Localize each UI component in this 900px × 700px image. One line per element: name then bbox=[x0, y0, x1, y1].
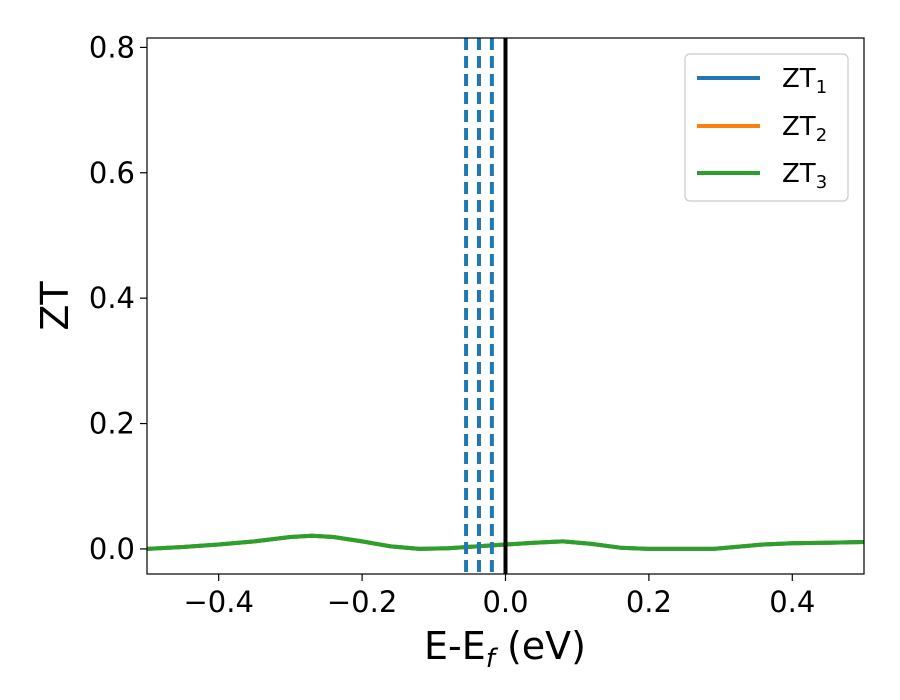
y-axis-ticks: 0.0 0.2 0.4 0.6 0.8 bbox=[89, 30, 147, 566]
x-axis-label: E-Ef (eV) bbox=[424, 624, 586, 674]
legend: ZT1 ZT2 ZT3 bbox=[684, 53, 849, 202]
x-tick-label: 0.2 bbox=[626, 585, 672, 619]
vertical-lines-layer bbox=[464, 38, 508, 574]
y-tick-label: 0.0 bbox=[89, 532, 135, 566]
x-tick-label: 0.4 bbox=[769, 585, 815, 619]
y-tick-label: 0.8 bbox=[89, 30, 135, 64]
x-tick-label: 0.0 bbox=[482, 585, 528, 619]
x-tick-label: −0.2 bbox=[327, 585, 397, 619]
x-axis-ticks: −0.4 −0.2 0.0 0.2 0.4 bbox=[183, 574, 815, 619]
y-tick-label: 0.4 bbox=[89, 281, 135, 315]
y-tick-label: 0.2 bbox=[89, 407, 135, 441]
y-tick-label: 0.6 bbox=[89, 156, 135, 190]
x-tick-label: −0.4 bbox=[183, 585, 253, 619]
legend-label-zt2: ZT2 bbox=[782, 112, 827, 146]
legend-frame bbox=[684, 53, 849, 202]
legend-label-zt3: ZT3 bbox=[782, 159, 827, 193]
y-axis-label: ZT bbox=[33, 281, 77, 331]
legend-label-zt1: ZT1 bbox=[782, 64, 827, 98]
